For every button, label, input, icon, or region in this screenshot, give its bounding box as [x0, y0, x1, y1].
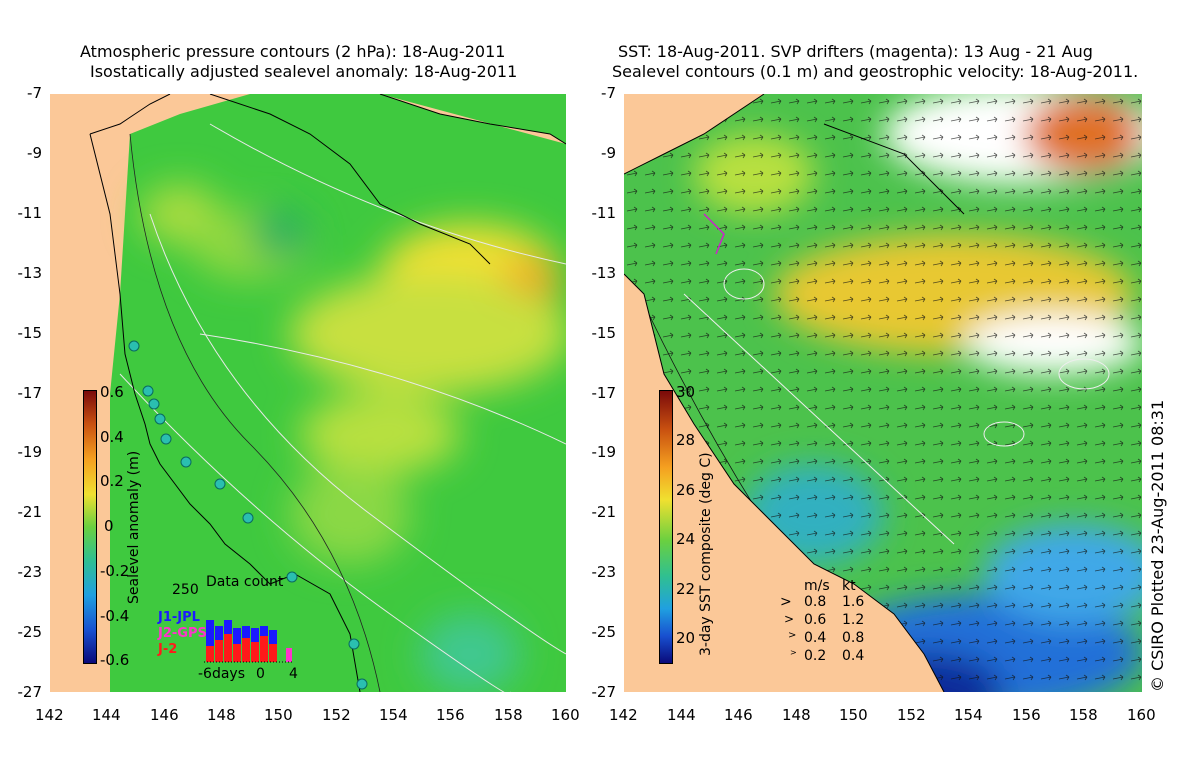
data-count-xlabel: 0	[256, 666, 265, 682]
x-tick: 144	[667, 706, 696, 724]
right-map-panel[interactable]	[624, 94, 1142, 692]
sla-colorbar-tick: 0	[104, 517, 114, 535]
x-tick: 156	[1012, 706, 1041, 724]
legend-header-kt: kt	[842, 578, 856, 594]
y-tick: -27	[17, 683, 43, 701]
sst-colorbar-tick: 28	[676, 431, 696, 449]
y-tick: -25	[591, 623, 617, 641]
y-tick: -23	[591, 563, 617, 581]
sla-ocean-field	[110, 94, 566, 692]
y-tick: -9	[601, 144, 616, 162]
x-tick: 150	[264, 706, 293, 724]
sla-colorbar-tick: 0.2	[100, 472, 124, 490]
left-title-line1: Atmospheric pressure contours (2 hPa): 1…	[80, 42, 506, 61]
sla-colorbar-tick: 0.6	[100, 383, 124, 401]
legend-kt: 0.4	[842, 648, 865, 664]
legend-ms: 0.8	[804, 594, 827, 610]
legend-kt: 1.6	[842, 594, 865, 610]
x-tick: 142	[609, 706, 638, 724]
x-tick: 150	[839, 706, 868, 724]
y-tick: -13	[17, 264, 43, 282]
sst-map	[624, 94, 1142, 692]
data-count-title: Data count	[206, 574, 284, 590]
y-tick: -19	[17, 443, 43, 461]
x-tick: 154	[379, 706, 408, 724]
sst-colorbar-tick: 20	[676, 629, 696, 647]
x-tick: 144	[92, 706, 121, 724]
x-tick: 156	[436, 706, 465, 724]
data-count-series-j1: J1-JPL	[158, 610, 200, 625]
data-count-xlabel: 4	[289, 666, 298, 682]
x-tick: 160	[1127, 706, 1156, 724]
data-count-ymax: 250	[172, 582, 199, 598]
sst-colorbar-tick: 30	[676, 383, 696, 401]
sealevel-anomaly-map	[50, 94, 566, 692]
right-title-line1: SST: 18-Aug-2011. SVP drifters (magenta)…	[618, 42, 1093, 61]
left-title-line2: Isostatically adjusted sealevel anomaly:…	[90, 62, 518, 81]
y-tick: -9	[27, 144, 42, 162]
x-tick: 158	[1069, 706, 1098, 724]
x-tick: 154	[954, 706, 983, 724]
right-title-line2: Sealevel contours (0.1 m) and geostrophi…	[612, 62, 1139, 81]
sla-colorbar-tick: -0.4	[100, 607, 130, 625]
left-map-panel[interactable]	[50, 94, 566, 692]
sla-colorbar-tick: -0.6	[100, 651, 130, 669]
legend-kt: 0.8	[842, 630, 865, 646]
csiro-credit: © CSIRO Plotted 23-Aug-2011 08:31	[1148, 399, 1167, 692]
sla-colorbar-tick: -0.2	[100, 562, 130, 580]
y-tick: -21	[17, 503, 43, 521]
sst-colorbar-tick: 22	[676, 580, 696, 598]
y-tick: -7	[601, 84, 616, 102]
legend-ms: 0.2	[804, 648, 827, 664]
sst-colorbar-tick: 26	[676, 481, 696, 499]
sla-colorbar	[83, 390, 97, 664]
legend-arrow-icon: >	[784, 612, 795, 626]
drifter-track	[703, 213, 725, 255]
x-tick: 146	[724, 706, 753, 724]
x-tick: 148	[207, 706, 236, 724]
y-tick: -15	[591, 324, 617, 342]
sst-colorbar-label: 3-day SST composite (deg C)	[698, 452, 714, 656]
y-tick: -21	[591, 503, 617, 521]
tide-gauge-markers[interactable]	[128, 340, 368, 690]
legend-arrow-icon: >	[780, 594, 792, 610]
x-tick: 152	[897, 706, 926, 724]
sla-colorbar-label: Sealevel anomaly (m)	[126, 450, 142, 604]
y-tick: -15	[17, 324, 43, 342]
sst-colorbar	[659, 390, 673, 664]
data-count-chart	[204, 620, 294, 663]
x-tick: 160	[551, 706, 580, 724]
y-tick: -11	[17, 204, 43, 222]
y-tick: -25	[17, 623, 43, 641]
sla-colorbar-tick: 0.4	[100, 428, 124, 446]
y-tick: -7	[27, 84, 42, 102]
y-tick: -23	[17, 563, 43, 581]
data-count-series-j-2: J-2	[158, 642, 178, 657]
x-tick: 158	[494, 706, 523, 724]
data-count-series-j2: J2-GPS	[158, 626, 207, 641]
x-tick: 152	[322, 706, 351, 724]
y-tick: -17	[591, 384, 617, 402]
y-tick: -13	[591, 264, 617, 282]
legend-header-ms: m/s	[804, 578, 830, 594]
legend-kt: 1.2	[842, 612, 865, 628]
y-tick: -17	[17, 384, 43, 402]
y-tick: -27	[591, 683, 617, 701]
legend-ms: 0.4	[804, 630, 827, 646]
x-tick: 142	[35, 706, 64, 724]
legend-ms: 0.6	[804, 612, 827, 628]
y-tick: -11	[591, 204, 617, 222]
sst-colorbar-tick: 24	[676, 530, 696, 548]
y-tick: -19	[591, 443, 617, 461]
legend-arrow-icon: >	[788, 630, 797, 641]
legend-arrow-icon: >	[790, 648, 797, 657]
x-tick: 146	[150, 706, 179, 724]
data-count-xlabel: -6days	[198, 666, 246, 682]
x-tick: 148	[782, 706, 811, 724]
